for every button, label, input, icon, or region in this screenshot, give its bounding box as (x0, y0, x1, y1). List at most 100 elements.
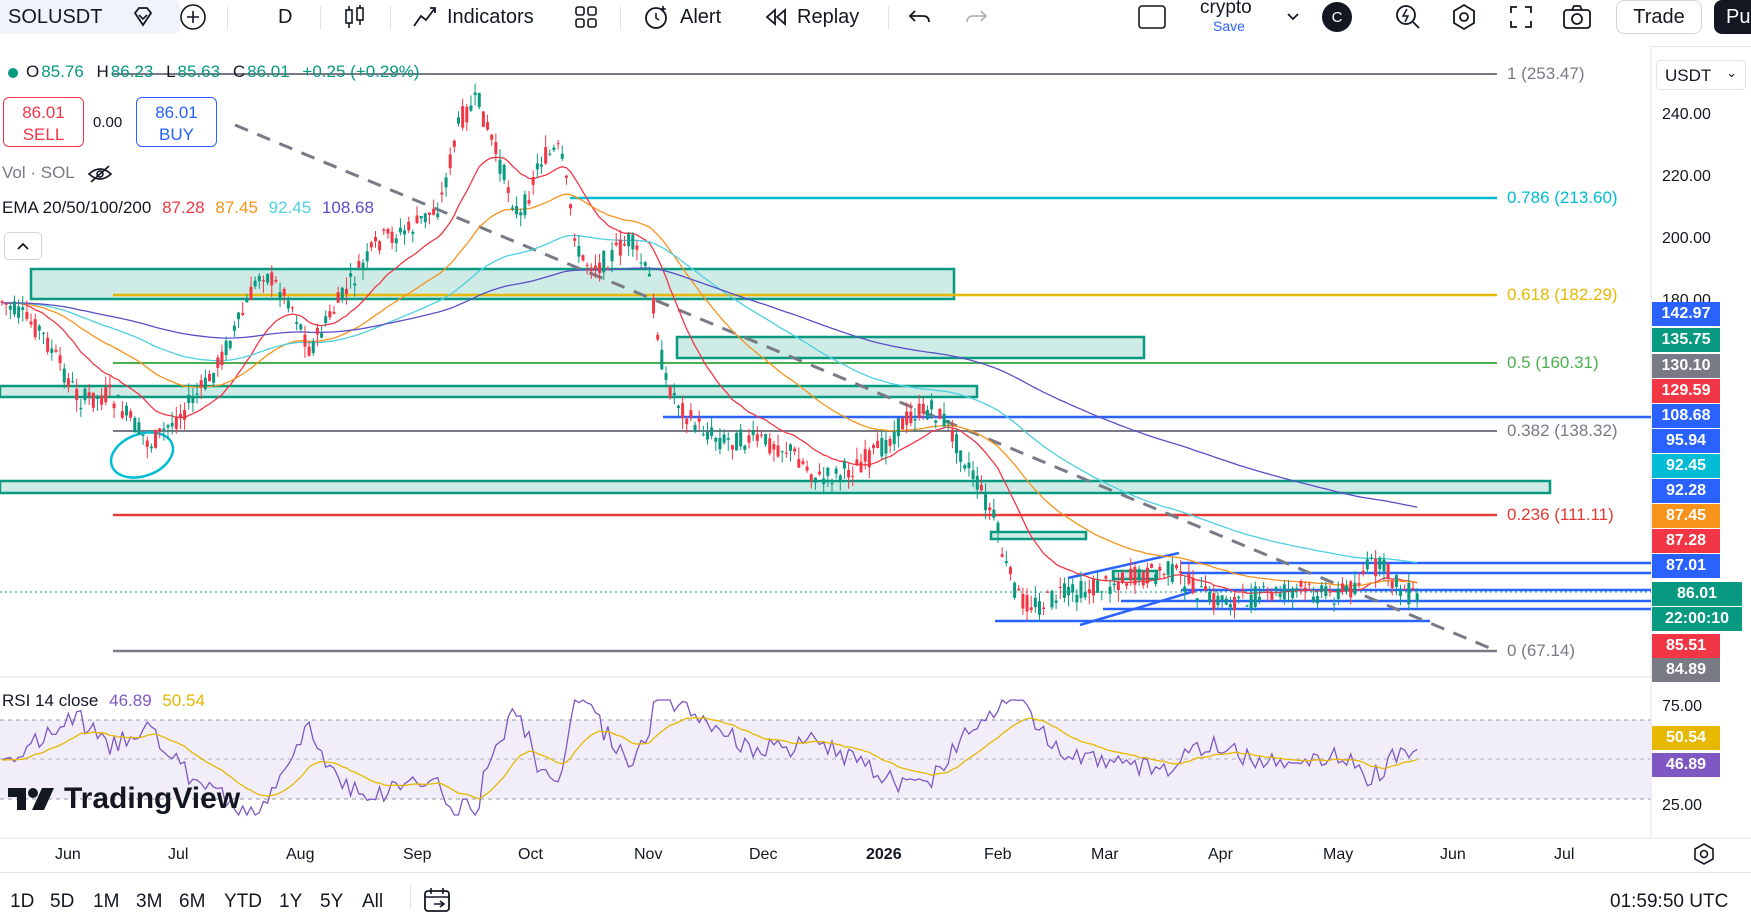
candle-body (1121, 572, 1124, 583)
price-tag-8551: 85.51 (1652, 634, 1720, 658)
timeframe-ytd[interactable]: YTD (224, 891, 262, 912)
indicators-icon (413, 7, 436, 27)
candle-body (1378, 557, 1382, 570)
candle-body (581, 255, 585, 261)
candles-icon[interactable] (343, 0, 367, 34)
timeframe-all[interactable]: All (362, 891, 384, 912)
buy-button[interactable]: 86.01 BUY (136, 97, 217, 147)
candle-body (108, 384, 112, 388)
tradingview-logo[interactable]: TradingView (6, 782, 240, 816)
sell-label: SELL (22, 125, 65, 144)
timeframe-1y[interactable]: 1Y (279, 891, 303, 912)
candle-body (1361, 570, 1365, 575)
eye-crossed-icon[interactable] (87, 164, 113, 184)
replay-button[interactable]: Replay (763, 0, 859, 34)
candle-body (743, 445, 747, 450)
diamond-icon[interactable] (130, 0, 156, 34)
interval-button[interactable]: D (278, 0, 292, 34)
currency-select[interactable]: USDT ⌄ (1656, 60, 1746, 90)
publish-button[interactable]: Pu (1714, 0, 1751, 34)
alert-button[interactable]: Alert (642, 0, 721, 34)
candle-body (639, 262, 643, 264)
trade-button[interactable]: Trade (1616, 0, 1702, 34)
camera-icon[interactable] (1562, 0, 1592, 34)
candle-body (685, 418, 689, 425)
time-label-jul: Jul (1554, 846, 1575, 863)
market-status-icon (8, 67, 18, 78)
candle-body (1141, 572, 1145, 586)
avatar[interactable]: C (1322, 2, 1352, 32)
candle-body (0, 301, 4, 303)
date-range-icon[interactable] (422, 886, 452, 920)
rewind-icon (765, 8, 786, 26)
candle-body (1071, 584, 1075, 593)
timeframe-3m[interactable]: 3M (136, 891, 163, 912)
candle-body (112, 403, 116, 409)
timeframe-1d[interactable]: 1D (10, 891, 35, 912)
timeframe-5d[interactable]: 5D (50, 891, 75, 912)
sell-button[interactable]: 86.01 SELL (3, 97, 84, 147)
layout-icon[interactable] (1137, 0, 1167, 34)
candle-body (1008, 567, 1012, 575)
candle-body (1253, 586, 1257, 607)
volume-legend[interactable]: Vol · SOL (2, 163, 113, 184)
timeframe-1m[interactable]: 1M (93, 891, 120, 912)
candle-body (610, 250, 614, 262)
candle-body (888, 439, 892, 446)
indicators-button[interactable]: Indicators (411, 0, 534, 34)
currency-label: USDT (1665, 66, 1712, 85)
timeframe-5y[interactable]: 5Y (320, 891, 344, 912)
rsi-value: 46.89 (109, 691, 152, 710)
settings-gear-icon[interactable] (1450, 0, 1478, 34)
candle-body (851, 475, 855, 477)
spread-value: 0.00 (93, 114, 123, 131)
time-settings-icon[interactable] (1692, 842, 1716, 871)
candle-body (1145, 567, 1149, 584)
candle-body (490, 134, 494, 140)
fullscreen-icon[interactable] (1508, 0, 1534, 34)
redo-icon[interactable] (963, 0, 989, 34)
ema-label: EMA 20/50/100/200 (2, 198, 152, 217)
quick-search-icon[interactable] (1394, 0, 1422, 34)
candle-body (739, 429, 743, 447)
candle-body (203, 377, 207, 389)
candle-body (1374, 558, 1378, 577)
candle-body (1187, 573, 1191, 584)
replay-label: Replay (797, 5, 860, 28)
symbol-search[interactable] (0, 0, 180, 34)
price-chart[interactable] (0, 46, 1751, 872)
candle-body (523, 194, 527, 216)
undo-icon[interactable] (907, 0, 933, 34)
candle-body (91, 392, 95, 408)
candle-body (270, 272, 274, 286)
chevron-down-icon[interactable] (1286, 0, 1300, 34)
buy-price: 86.01 (155, 103, 198, 122)
candle-body (237, 312, 241, 320)
ema-legend[interactable]: EMA 20/50/100/200 87.28 87.45 92.45 108.… (2, 198, 374, 218)
rsi-legend[interactable]: RSI 14 close 46.89 50.54 (2, 691, 205, 711)
candle-body (141, 434, 145, 436)
collapse-legend-button[interactable] (4, 232, 42, 260)
candle-body (963, 465, 967, 469)
candle-body (232, 325, 236, 331)
candle-body (21, 307, 25, 310)
candle-body (635, 245, 639, 250)
candle-body (789, 444, 792, 451)
candle-body (116, 395, 120, 398)
clock[interactable]: 01:59:50 UTC (1610, 891, 1729, 912)
price-tag-10868: 108.68 (1652, 404, 1720, 428)
candle-body (79, 407, 83, 410)
candle-body (726, 438, 730, 440)
timeframe-6m[interactable]: 6M (179, 891, 206, 912)
candle-body (838, 475, 842, 482)
symbol-name[interactable]: SOLUSDT (8, 0, 102, 34)
templates-icon[interactable] (573, 0, 599, 34)
ema200-line (1, 267, 1418, 508)
candle-body (1249, 594, 1253, 609)
candle-body (979, 484, 983, 491)
time-label-dec: Dec (749, 846, 778, 863)
candle-body (909, 411, 913, 424)
candle-body (1357, 583, 1361, 585)
add-symbol-icon[interactable] (179, 0, 207, 34)
price-tag-9245: 92.45 (1652, 454, 1720, 478)
